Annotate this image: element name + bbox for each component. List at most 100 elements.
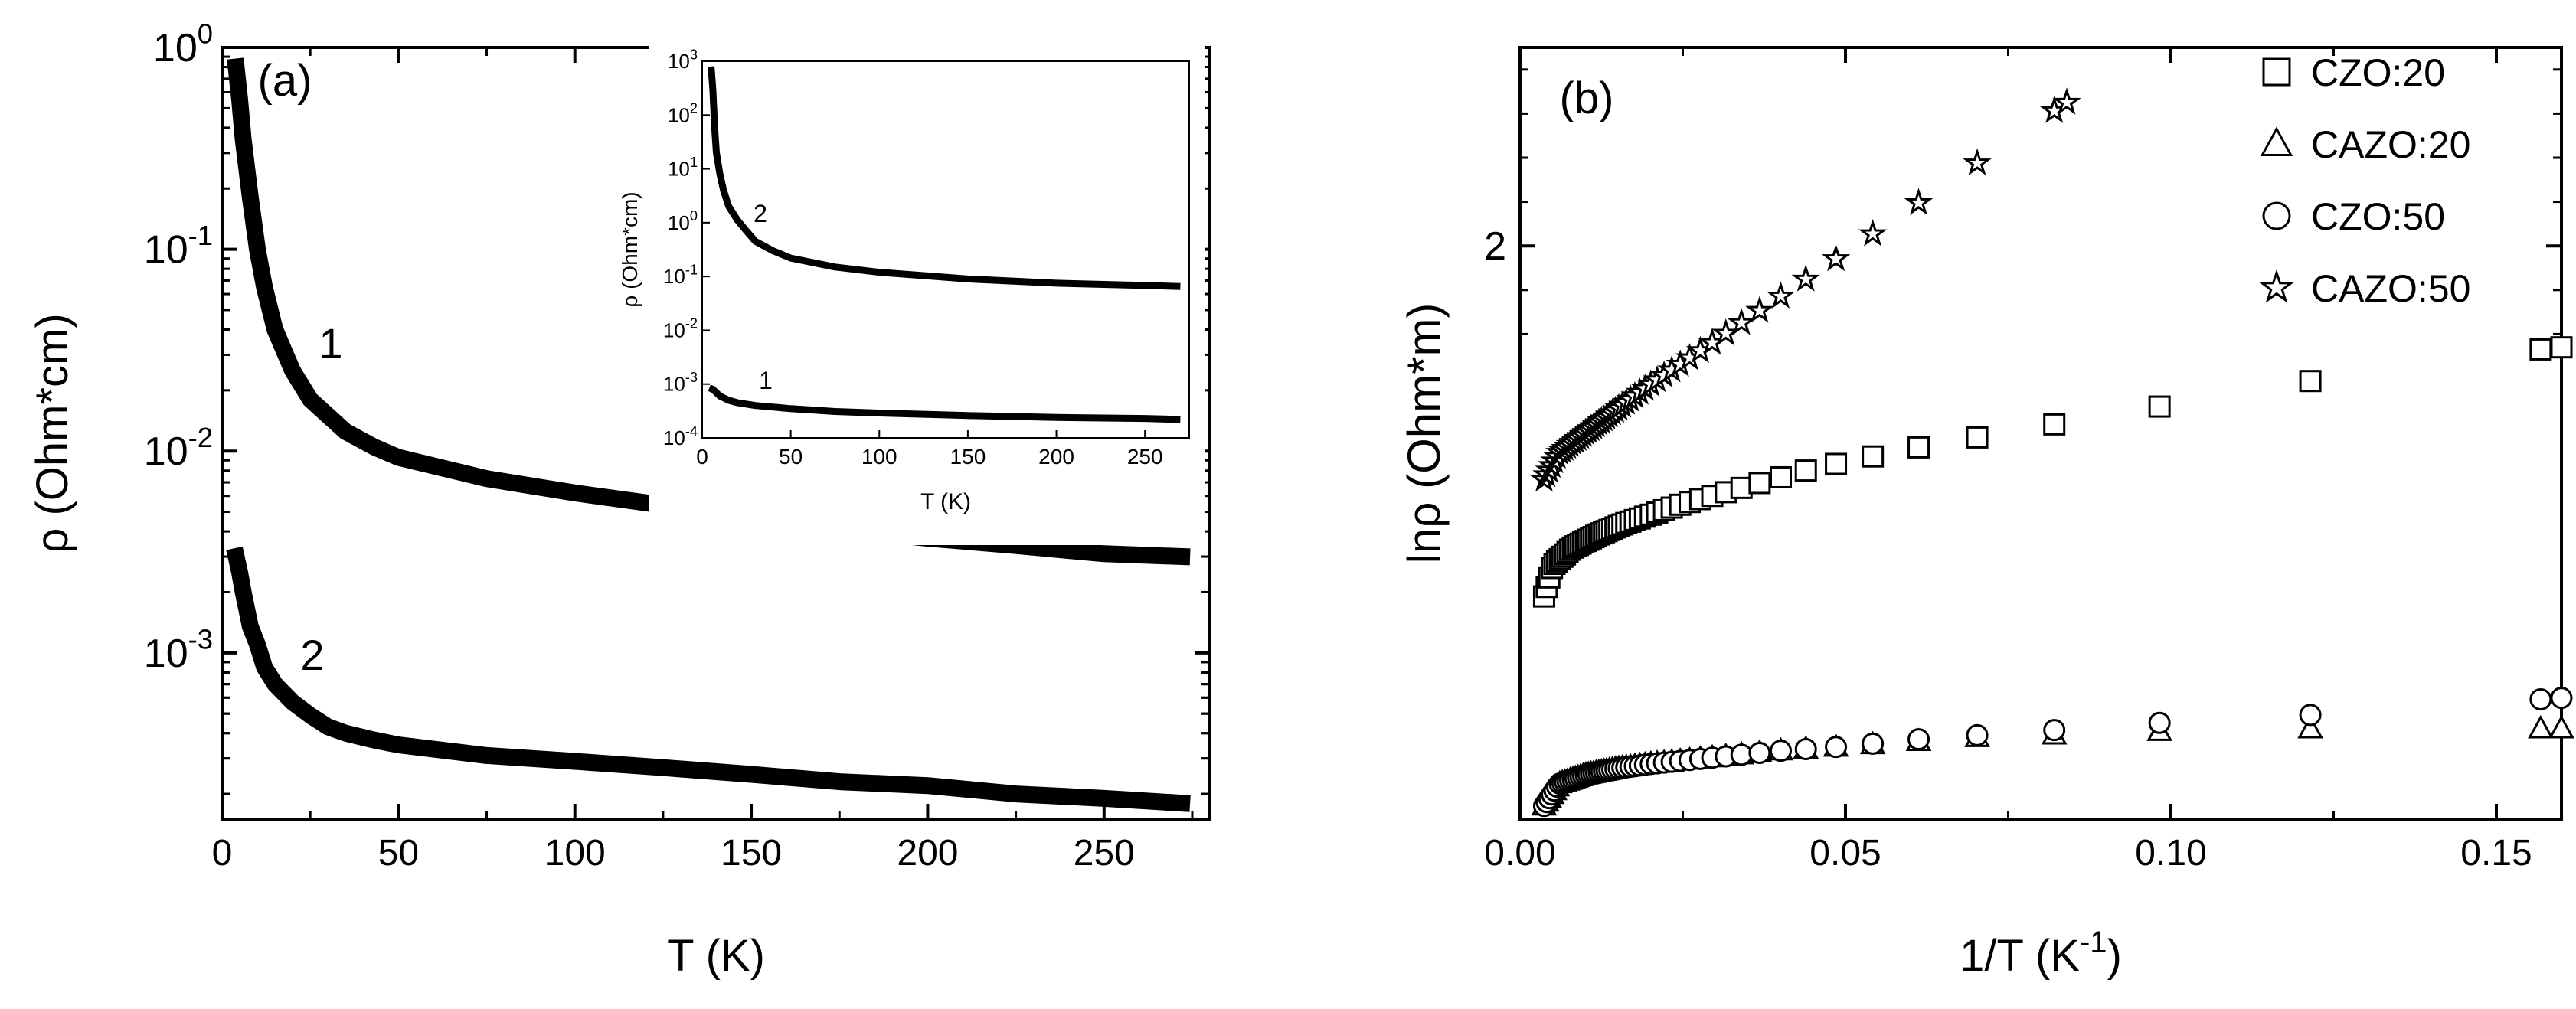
series-CAZO:20-point xyxy=(2548,714,2574,739)
y-axis-label: lnρ (Ohm*m) xyxy=(1398,303,1450,564)
series-CZO:50-point xyxy=(1862,732,1885,755)
inset-y-tick-label-base: 10 xyxy=(668,211,690,234)
inset-y-tick-label: 102 xyxy=(668,101,698,127)
series-CZO:20-point xyxy=(2529,338,2552,361)
inset-series-2-curve xyxy=(708,66,1181,290)
y-tick-label-exp: -1 xyxy=(188,220,213,251)
series-CZO:20-point xyxy=(2550,336,2573,359)
series-CZO:20-point xyxy=(1825,452,1848,475)
inset-y-tick-label-exp: 3 xyxy=(690,47,698,62)
inset-y-tick-label: 10-1 xyxy=(663,262,698,288)
legend-label-CAZO:20: CAZO:20 xyxy=(2311,123,2470,166)
series-CZO:50-point xyxy=(1907,728,1930,751)
x-tick-label: 0.00 xyxy=(1484,833,1555,873)
y-tick-label: 2 xyxy=(1484,224,1506,269)
series-CAZO:50-point xyxy=(1963,148,1992,176)
inset-x-tick-label: 100 xyxy=(861,445,897,469)
series-CAZO:50-point xyxy=(1858,218,1888,247)
inset-y-tick-label: 103 xyxy=(668,47,698,73)
inset-x-tick-label: 150 xyxy=(950,445,986,469)
y-tick-label: 10-3 xyxy=(144,623,213,675)
inset-frame xyxy=(701,60,1190,439)
legend-label-CZO:50: CZO:50 xyxy=(2311,195,2445,238)
x-tick-label: 150 xyxy=(721,833,782,873)
series-CAZO:50-point xyxy=(1711,318,1741,346)
x-tick-label: 0 xyxy=(212,833,233,873)
series-CZO:50-point xyxy=(1770,740,1793,762)
inset-y-tick-label-base: 10 xyxy=(663,318,685,341)
inset-y-tick-label-exp: -1 xyxy=(685,262,698,277)
series-CZO:50-point xyxy=(1748,741,1771,764)
inset-background xyxy=(649,46,1205,545)
series-CZO:20-point xyxy=(1907,436,1930,459)
series-CAZO:20-point xyxy=(2297,714,2323,739)
x-tick-label: 250 xyxy=(1074,833,1135,873)
x-axis-label: T (K) xyxy=(667,931,765,981)
inset-y-tick-label-base: 10 xyxy=(663,426,685,449)
y-tick-label: 10-1 xyxy=(144,220,213,272)
panel-b-label: (b) xyxy=(1560,73,1614,123)
series-CZO:20-point xyxy=(1966,426,1989,449)
legend-marker-CAZO:20 xyxy=(2260,126,2293,156)
y-tick-label-base: 10 xyxy=(144,632,188,676)
series-CZO:50-point xyxy=(2529,687,2552,710)
series-CZO:50-point xyxy=(1966,723,1989,746)
inset-x-tick-label: 0 xyxy=(696,445,708,469)
series-CZO:20-point xyxy=(2299,370,2322,393)
inset-y-tick-label-base: 10 xyxy=(668,50,690,73)
inset-y-tick-label: 101 xyxy=(668,155,698,181)
series-CAZO:50-point xyxy=(2052,87,2081,115)
y-tick-label: 100 xyxy=(153,18,213,70)
y-tick-label: 10-2 xyxy=(144,422,213,474)
legend-marker-CZO:50 xyxy=(2262,201,2291,230)
inset-y-tick-label-base: 10 xyxy=(668,158,690,181)
inset-y-tick-label-base: 10 xyxy=(663,265,685,288)
panel-a-inset: 0 50 100 150 200 25010310210110010-110-210-31… xyxy=(618,46,1205,545)
series-CZO:50-point xyxy=(1730,743,1753,766)
inset-y-tick-label-exp: -3 xyxy=(685,370,698,385)
series-2-label: 2 xyxy=(300,631,324,679)
inset-y-tick-label-base: 10 xyxy=(668,103,690,126)
series-CZO:20-point xyxy=(2043,413,2066,436)
inset-y-tick-label-exp: 0 xyxy=(690,208,698,224)
x-axis-label-main: 1/T (K xyxy=(1960,931,2080,981)
inset-series-2-label: 2 xyxy=(754,200,767,227)
panel-b: 0.00 0.05 0.10 0.15 2 CZO:20 CAZO:20 CZO:50 CAZO… xyxy=(1398,46,2574,981)
y-axis-label: ρ (Ohm*cm) xyxy=(28,313,77,553)
y-tick-label-exp: -2 xyxy=(188,422,213,453)
inset-y-tick-label: 100 xyxy=(668,208,698,234)
series-CZO:20-point xyxy=(1748,472,1771,495)
series-CZO:20-point xyxy=(2148,395,2171,418)
series-CZO:20-point xyxy=(1770,465,1793,488)
series-1-label: 1 xyxy=(319,319,342,367)
inset-y-tick-label-exp: 2 xyxy=(690,101,698,116)
legend-label-CZO:20: CZO:20 xyxy=(2311,51,2445,94)
series-CAZO:50-point xyxy=(1727,308,1757,335)
y-tick-label-base: 10 xyxy=(144,228,188,273)
inset-x-tick-label: 50 xyxy=(779,445,803,469)
legend-marker-CZO:20 xyxy=(2262,57,2291,87)
series-CAZO:50-point xyxy=(1745,296,1774,323)
x-tick-label: 0.05 xyxy=(1809,833,1881,873)
series-CZO:50-point xyxy=(2148,711,2171,734)
inset-y-tick-label-exp: 1 xyxy=(690,155,698,170)
series-CAZO:20-point xyxy=(2528,714,2554,739)
inset-x-tick-label: 200 xyxy=(1038,445,1074,469)
inset-x-tick-label: 250 xyxy=(1127,445,1163,469)
x-axis-label: 1/T (K-1) xyxy=(1960,926,2122,981)
inset-y-tick-label: 10-2 xyxy=(663,316,698,342)
inset-y-tick-label: 10-4 xyxy=(663,423,698,449)
y-tick-label-exp: -3 xyxy=(188,623,213,655)
inset-y-tick-label-exp: -2 xyxy=(685,316,698,331)
legend-label-CAZO:50: CAZO:50 xyxy=(2311,267,2470,310)
legend-marker-CAZO:50 xyxy=(2258,269,2295,303)
series-CZO:50-point xyxy=(1825,736,1848,759)
panel-a-label: (a) xyxy=(258,56,312,106)
series-CZO:50-point xyxy=(2550,687,2573,710)
inset-y-tick-label-exp: -4 xyxy=(685,423,698,439)
plot-frame xyxy=(1518,46,2563,821)
series-CZO:20-point xyxy=(1730,476,1753,499)
series-CAZO:50-point xyxy=(1821,243,1851,272)
y-tick-label-exp: 0 xyxy=(198,18,213,50)
